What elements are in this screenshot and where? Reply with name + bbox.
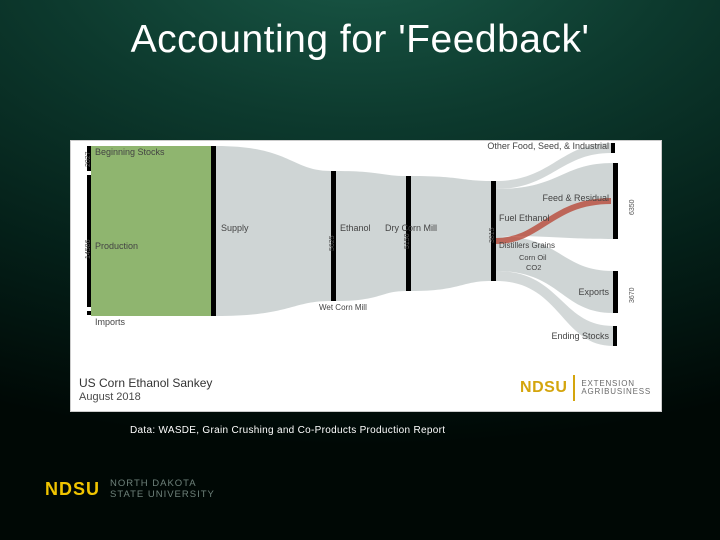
ndsu-mark-icon: NDSU xyxy=(520,379,567,397)
ext-line2: AGRIBUSINESS xyxy=(581,388,651,396)
node-imports xyxy=(87,311,91,315)
slide-root: Accounting for 'Feedback' xyxy=(0,0,720,540)
label-co2: CO2 xyxy=(526,263,541,272)
node-out-otherfood xyxy=(611,143,615,153)
divider-icon xyxy=(573,375,575,401)
node-out-exports xyxy=(613,271,618,313)
univ-line2: STATE UNIVERSITY xyxy=(110,490,215,500)
node-out-feed xyxy=(613,163,618,239)
caption-title: US Corn Ethanol Sankey xyxy=(79,376,212,391)
footer-ndsu-logo: NDSU NORTH DAKOTA STATE UNIVERSITY xyxy=(45,479,215,500)
caption-sub: August 2018 xyxy=(79,391,212,405)
label-distillers: Distillers Grains xyxy=(499,241,555,250)
ndsu-footer-name: NORTH DAKOTA STATE UNIVERSITY xyxy=(110,479,215,500)
link-ethanol-mill xyxy=(336,171,406,301)
val-production: 14586 xyxy=(85,240,92,259)
label-production: Production xyxy=(95,241,138,251)
sankey-svg xyxy=(71,141,661,361)
label-wetcornmill: Wet Corn Mill xyxy=(319,303,367,312)
label-out-ending: Ending Stocks xyxy=(551,331,609,341)
ndsu-footer-mark: NDSU xyxy=(45,479,100,500)
val-exports: 3670 xyxy=(629,287,636,303)
label-out-otherfood: Other Food, Seed, & Industrial xyxy=(487,141,609,151)
label-imports: Imports xyxy=(95,317,125,327)
label-drycornmill: Dry Corn Mill xyxy=(385,223,437,233)
label-supply: Supply xyxy=(221,223,249,233)
label-out-feed: Feed & Residual xyxy=(542,193,609,203)
val-beginning: 2027 xyxy=(85,151,92,167)
label-cornoil: Corn Oil xyxy=(519,253,547,262)
label-beginning-stocks: Beginning Stocks xyxy=(95,147,165,157)
node-supply xyxy=(211,146,216,316)
val-dry: 5150 xyxy=(404,233,411,249)
val-feed: 6350 xyxy=(629,199,636,215)
chart-caption: US Corn Ethanol Sankey August 2018 xyxy=(79,376,212,405)
univ-line1: NORTH DAKOTA xyxy=(110,479,215,489)
sankey-chart: Beginning Stocks Production Imports Supp… xyxy=(70,140,662,412)
extension-text: EXTENSION AGRIBUSINESS xyxy=(581,380,651,397)
data-citation: Data: WASDE, Grain Crushing and Co-Produ… xyxy=(130,425,445,436)
slide-title: Accounting for 'Feedback' xyxy=(0,18,720,62)
ndsu-extension-logo: NDSU EXTENSION AGRIBUSINESS xyxy=(520,375,651,401)
link-mill-fuel xyxy=(411,176,491,291)
inflow-area xyxy=(91,146,211,316)
label-out-exports: Exports xyxy=(578,287,609,297)
val-fuel: 3815 xyxy=(489,227,496,243)
label-ethanol: Ethanol xyxy=(340,223,371,233)
val-ethanol: 5625 xyxy=(329,235,336,251)
label-fuelethanol: Fuel Ethanol xyxy=(499,213,550,223)
node-out-ending xyxy=(613,326,617,346)
